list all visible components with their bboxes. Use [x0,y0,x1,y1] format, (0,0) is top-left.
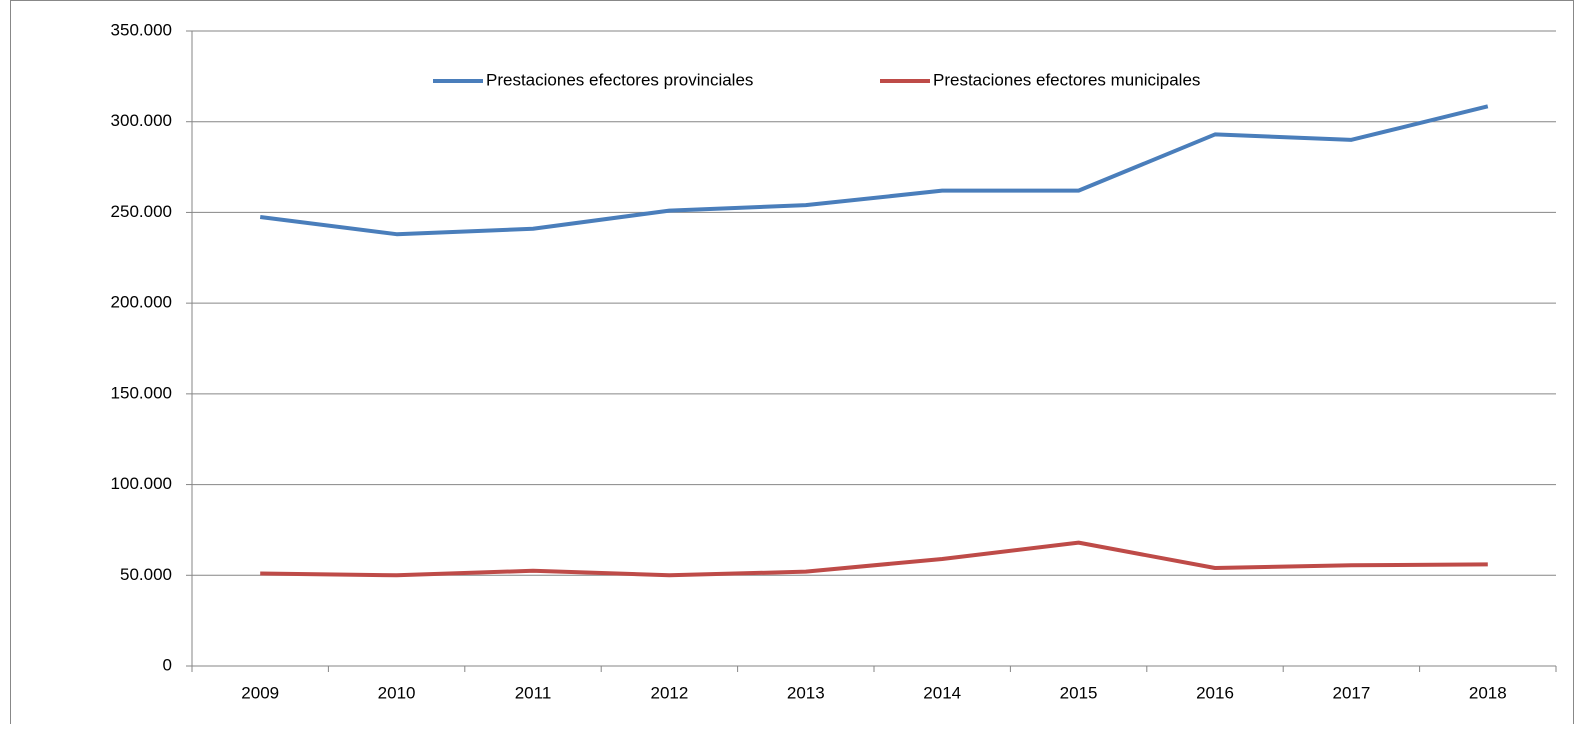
y-tick-label: 200.000 [111,293,172,312]
y-tick-label: 300.000 [111,111,172,130]
y-tick-label: 0 [163,655,172,674]
y-tick-label: 50.000 [120,565,172,584]
x-tick-label: 2013 [787,683,825,702]
legend-label: Prestaciones efectores municipales [933,70,1200,89]
chart-border [10,0,1574,729]
x-tick-label: 2009 [241,683,279,702]
x-tick-label: 2018 [1469,683,1507,702]
x-tick-label: 2017 [1332,683,1370,702]
y-tick-label: 100.000 [111,474,172,493]
y-tick-label: 250.000 [111,202,172,221]
x-tick-label: 2014 [923,683,961,702]
x-tick-label: 2012 [650,683,688,702]
x-tick-label: 2011 [515,683,552,702]
y-tick-label: 350.000 [111,20,172,39]
legend-label: Prestaciones efectores provinciales [486,70,753,89]
series-line [259,104,1489,237]
x-tick-label: 2016 [1196,683,1234,702]
x-tick-label: 2010 [378,683,416,702]
x-tick-label: 2015 [1060,683,1098,702]
y-tick-label: 150.000 [111,383,172,402]
series-line [260,540,1488,578]
